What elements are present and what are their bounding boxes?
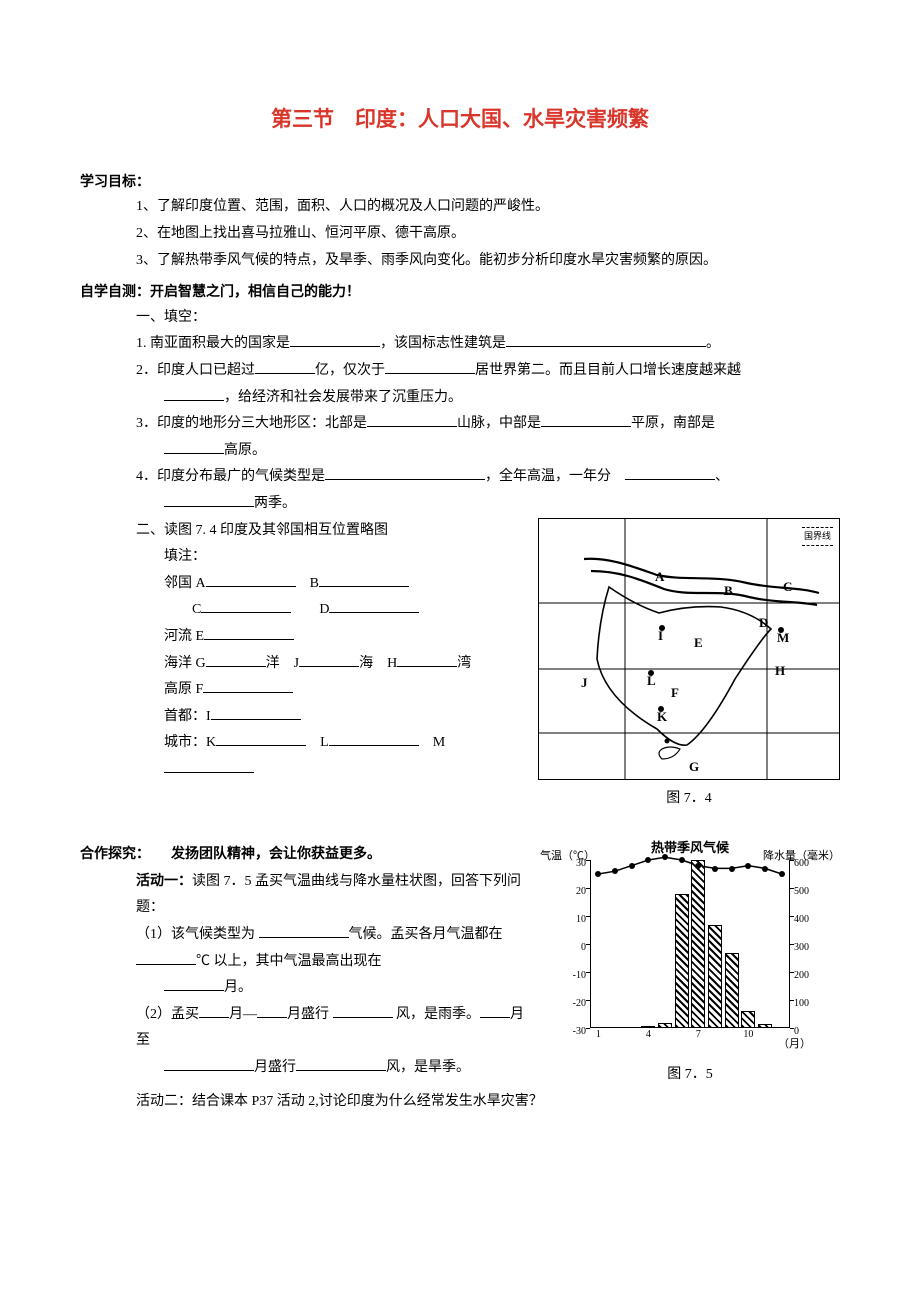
- q3-d: 高原。: [224, 443, 266, 458]
- label-l: L: [320, 735, 329, 750]
- map-heading-b: 填注：: [80, 544, 524, 571]
- c2-a: （2）孟买: [136, 1007, 199, 1022]
- line-plateau: 高原 F: [80, 677, 524, 704]
- line-neighbors: 邻国 A B: [80, 571, 524, 598]
- goals-heading: 学习目标：: [80, 168, 840, 195]
- c2-b: 月—: [229, 1007, 257, 1022]
- line-cd: C D: [80, 597, 524, 624]
- river-label: 河流 E: [164, 629, 204, 644]
- map-node-C: C: [783, 575, 792, 600]
- q3: 3．印度的地形分三大地形区：北部是 山脉，中部是 平原，南部是: [80, 411, 840, 438]
- c2-c: 月盛行: [287, 1007, 329, 1022]
- q2-c: 居世界第二。而且目前人口增长速度越来越: [475, 363, 741, 378]
- ocean-label: 海洋 G: [164, 656, 206, 671]
- selftest-heading: 自学自测：开启智慧之门，相信自己的能力！: [80, 278, 840, 305]
- map-svg: [539, 519, 839, 779]
- q4-d: 两季。: [254, 496, 296, 511]
- x-suffix: （月）: [778, 1034, 811, 1055]
- map-caption: 图 7．4: [538, 786, 840, 813]
- map-node-M: M: [777, 626, 789, 651]
- q3-a: 3．印度的地形分三大地形区：北部是: [136, 416, 367, 431]
- map-node-K: K: [657, 705, 667, 730]
- q2-a: 2．印度人口已超过: [136, 363, 255, 378]
- c1-a: （1）该气候类型为: [136, 927, 255, 942]
- chart-caption: 图 7．5: [540, 1062, 840, 1089]
- india-map: 国界线 A B C D E F G: [538, 518, 840, 780]
- c1: （1）该气候类型为 气候。孟买各月气温都在 ℃ 以上，其中气温最高出现在: [80, 922, 526, 975]
- map-node-L: L: [647, 669, 656, 694]
- map-node-F: F: [671, 681, 679, 706]
- q4-c: 、: [715, 469, 729, 484]
- q3-cont: 高原。: [80, 438, 840, 465]
- q4-cont: 两季。: [80, 491, 840, 518]
- label-d: D: [319, 602, 329, 617]
- label-b: B: [310, 576, 319, 591]
- line-ocean: 海洋 G 洋 J 海 H 湾: [80, 651, 524, 678]
- coop-heading: 合作探究： 发扬团队精神，会让你获益更多。: [80, 840, 526, 867]
- c1-b: 气候。孟买各月气温都在: [349, 927, 503, 942]
- c1-cont: 月。: [80, 975, 526, 1002]
- map-node-E: E: [694, 631, 703, 656]
- neighbor-label: 邻国 A: [164, 576, 206, 591]
- climate-chart: 热带季风气候 气温（℃） 降水量（毫米） -30-20-100102030010…: [540, 836, 840, 1056]
- q1-a: 1. 南亚面积最大的国家是: [136, 336, 290, 351]
- q4-a: 4．印度分布最广的气候类型是: [136, 469, 325, 484]
- q2-d: ，给经济和社会发展带来了沉重压力。: [224, 390, 462, 405]
- city-label: 城市：K: [164, 735, 216, 750]
- c2: （2）孟买月—月盛行 风，是雨季。月至: [80, 1002, 526, 1055]
- q2-cont: ，给经济和社会发展带来了沉重压力。: [80, 385, 840, 412]
- line-city: 城市：K L M: [80, 730, 524, 783]
- map-heading-a: 二、读图 7. 4 印度及其邻国相互位置略图: [80, 518, 524, 545]
- label-m: M: [433, 735, 445, 750]
- map-node-I: I: [658, 624, 663, 649]
- chart-plot: -30-20-100102030010020030040050060014710: [590, 860, 790, 1028]
- map-node-H: H: [775, 659, 785, 684]
- map-node-D: D: [759, 611, 768, 636]
- goal-2: 2、在地图上找出喜马拉雅山、恒河平原、德干高原。: [80, 221, 840, 248]
- c2-g: 风，是旱季。: [386, 1060, 470, 1075]
- c1-d: 月。: [224, 980, 252, 995]
- temp-line-svg: [590, 860, 790, 1028]
- map-node-J: J: [581, 671, 588, 696]
- c2-d: 风，是雨季。: [396, 1007, 480, 1022]
- fill-heading: 一、填空：: [80, 305, 840, 332]
- sea-mid: 海 H: [359, 656, 397, 671]
- q1-b: ，该国标志性建筑是: [380, 336, 506, 351]
- q4: 4．印度分布最广的气候类型是 ，全年高温，一年分 、: [80, 464, 840, 491]
- page-title: 第三节 印度：人口大国、水旱灾害频繁: [80, 100, 840, 140]
- goal-3: 3、了解热带季风气候的特点，及旱季、雨季风向变化。能初步分析印度水旱灾害频繁的原…: [80, 248, 840, 275]
- q3-c: 平原，南部是: [631, 416, 715, 431]
- map-node-A: A: [655, 565, 664, 590]
- q1-c: 。: [706, 336, 720, 351]
- capital-label: 首都：I: [164, 709, 211, 724]
- q1: 1. 南亚面积最大的国家是 ，该国标志性建筑是 。: [80, 331, 840, 358]
- c1-c: ℃ 以上，其中气温最高出现在: [196, 954, 382, 969]
- c2-f: 月盛行: [254, 1060, 296, 1075]
- act1-label: 活动一：: [136, 872, 192, 888]
- q2: 2．印度人口已超过 亿，仅次于 居世界第二。而且目前人口增长速度越来越: [80, 358, 840, 385]
- q4-b: ，全年高温，一年分: [485, 469, 611, 484]
- map-node-G: G: [689, 755, 699, 780]
- plateau-label: 高原 F: [164, 682, 203, 697]
- activity-2: 活动二：结合课本 P37 活动 2,讨论印度为什么经常发生水旱灾害？: [80, 1089, 840, 1116]
- goal-1: 1、了解印度位置、范围，面积、人口的概况及人口问题的严峻性。: [80, 194, 840, 221]
- label-c: C: [192, 602, 201, 617]
- activity-1: 活动一：读图 7．5 孟买气温曲线与降水量柱状图，回答下列问题：: [80, 867, 526, 922]
- q2-b: 亿，仅次于: [315, 363, 385, 378]
- ocean-mid: 洋 J: [266, 656, 299, 671]
- line-capital: 首都：I: [80, 704, 524, 731]
- act1-text: 读图 7．5 孟买气温曲线与降水量柱状图，回答下列问题：: [136, 874, 521, 916]
- bay-end: 湾: [457, 656, 471, 671]
- map-node-B: B: [724, 579, 733, 604]
- line-river: 河流 E: [80, 624, 524, 651]
- c2-cont: 月盛行 风，是旱季。: [80, 1055, 526, 1082]
- q3-b: 山脉，中部是: [457, 416, 541, 431]
